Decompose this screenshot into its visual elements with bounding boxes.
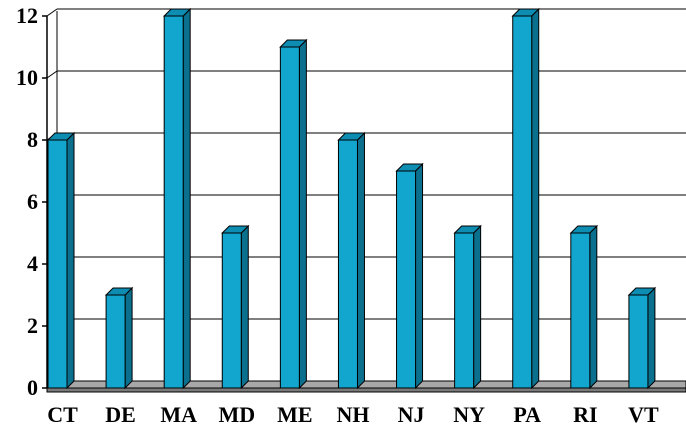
bar-NJ (395, 162, 424, 390)
x-tick-label-ME: ME (277, 402, 312, 427)
x-tick-labels: CT DE MA MD ME NH NJ NY PA RI VT (47, 402, 659, 427)
bar-side-CT (66, 131, 75, 390)
y-tick-label-12: 12 (16, 3, 38, 28)
bar-PA (511, 7, 540, 390)
x-tick-label-DE: DE (105, 402, 136, 427)
bar-side-NH (356, 131, 365, 390)
bar-MA (162, 7, 192, 390)
bar-VT (627, 286, 657, 390)
gridline-connector-10 (46, 70, 58, 79)
bar-front-NH (337, 139, 358, 389)
y-tick-label-0: 0 (27, 375, 38, 400)
x-tick-label-NY: NY (453, 402, 485, 427)
bar-side-NY (473, 224, 482, 390)
bar-side-RI (589, 224, 598, 390)
bar-NY (453, 224, 482, 390)
x-tick-label-MD: MD (218, 402, 255, 427)
bar-NH (337, 131, 366, 390)
x-tick-label-RI: RI (573, 402, 597, 427)
y-tick-label-6: 6 (27, 189, 38, 214)
bar-front-DE (105, 294, 126, 389)
y-tick-label-2: 2 (27, 313, 38, 338)
y-tick-labels: 0 2 4 6 8 10 12 (16, 3, 47, 400)
bar-front-NY (454, 232, 475, 389)
gridline-connector-12 (46, 8, 58, 17)
bar-side-MA (182, 7, 191, 390)
x-tick-label-CT: CT (47, 402, 78, 427)
bar-side-NJ (415, 162, 424, 390)
x-tick-label-NH: NH (336, 402, 369, 427)
bar-side-PA (531, 7, 540, 390)
bars (46, 7, 657, 390)
bar-front-CT (47, 139, 68, 389)
bar-side-ME (298, 38, 307, 390)
bar-DE (104, 286, 134, 390)
x-tick-label-PA: PA (513, 402, 541, 427)
gridlines (46, 8, 686, 389)
bar-front-NJ (396, 170, 417, 389)
y-tick-label-10: 10 (16, 65, 38, 90)
bar-side-VT (647, 286, 656, 390)
bar-front-MD (221, 232, 242, 389)
bar-front-RI (570, 232, 591, 389)
bar-front-MA (163, 15, 184, 389)
x-tick-label-NJ: NJ (398, 402, 425, 427)
bar-RI (569, 224, 599, 390)
bar-front-VT (628, 294, 649, 389)
y-tick-label-4: 4 (27, 251, 38, 276)
x-tick-label-VT: VT (628, 402, 659, 427)
bar-MD (221, 224, 250, 390)
x-tick-label-MA: MA (160, 402, 197, 427)
bar-CT (46, 131, 76, 390)
bar-front-PA (512, 15, 533, 389)
y-tick-label-8: 8 (27, 127, 38, 152)
floor-front (46, 387, 686, 393)
bar-ME (279, 38, 308, 390)
bar-side-MD (240, 224, 249, 390)
bar-front-ME (279, 46, 300, 389)
bar-side-DE (124, 286, 133, 390)
